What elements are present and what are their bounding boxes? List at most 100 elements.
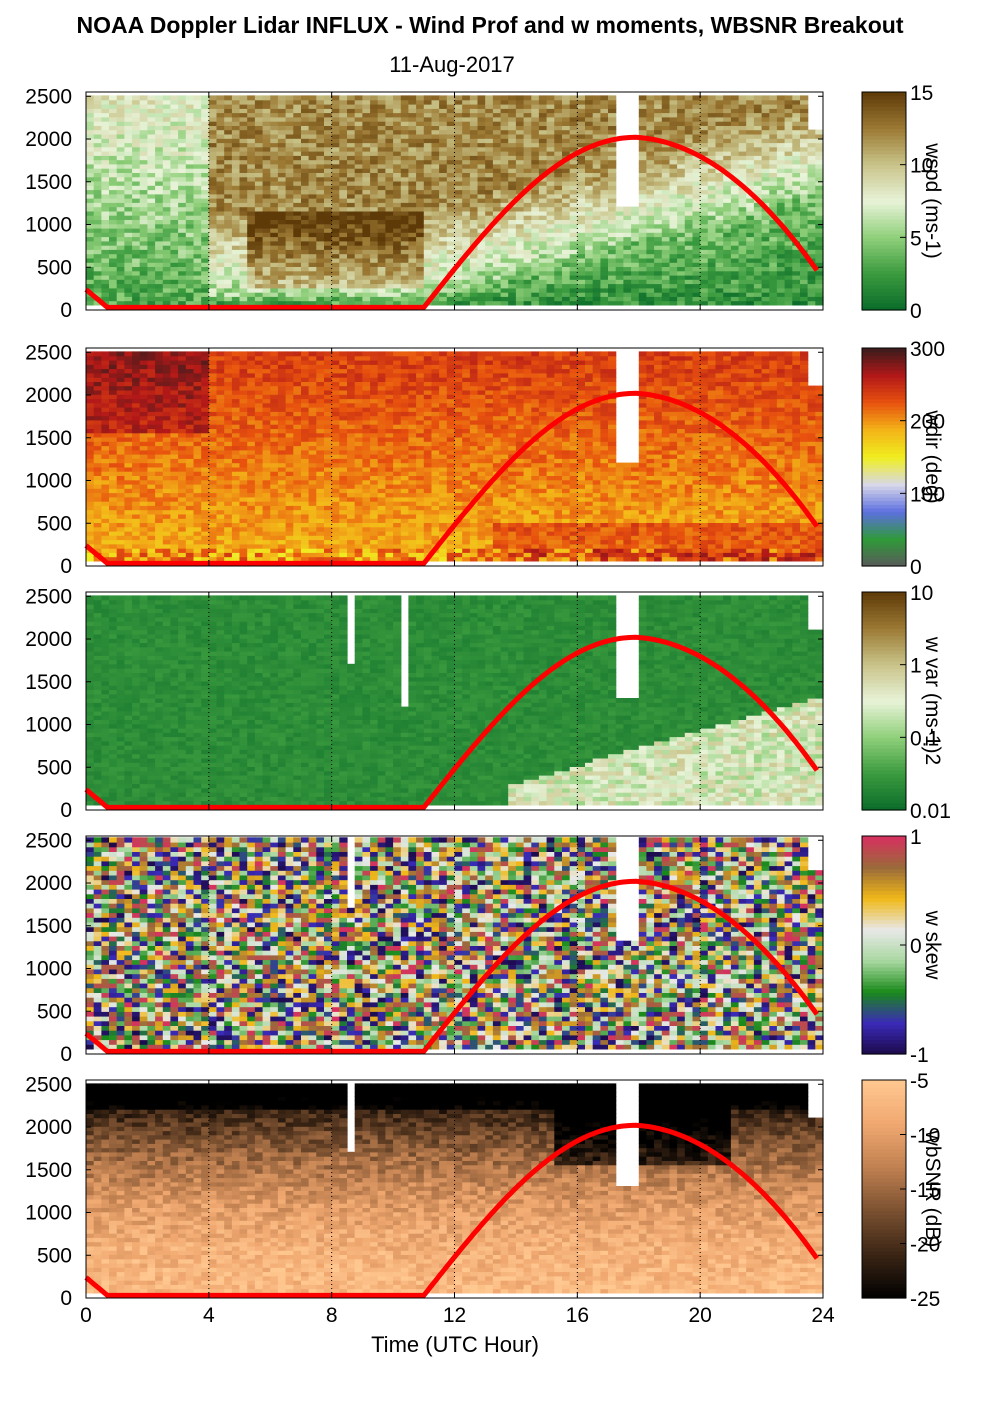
heatmap-cell — [693, 211, 701, 216]
heatmap-cell — [562, 177, 570, 182]
colorbar-segment — [862, 190, 906, 194]
heatmap-cell — [670, 249, 678, 254]
heatmap-cell — [424, 130, 432, 135]
heatmap-cell — [163, 164, 171, 169]
heatmap-cell — [455, 296, 463, 301]
heatmap-cell — [708, 254, 716, 259]
heatmap-cell — [393, 138, 401, 143]
heatmap-cell — [516, 245, 524, 250]
heatmap-cell — [539, 117, 547, 122]
heatmap-cell — [339, 104, 347, 109]
heatmap-cell — [785, 181, 793, 186]
heatmap-cell — [478, 160, 486, 165]
heatmap-cell — [109, 463, 117, 468]
heatmap-cell — [792, 262, 800, 267]
heatmap-cell — [424, 207, 432, 212]
heatmap-cell — [685, 219, 693, 224]
heatmap-cell — [217, 142, 225, 147]
heatmap-cell — [170, 215, 178, 220]
heatmap-cell — [270, 104, 278, 109]
heatmap-cell — [355, 142, 363, 147]
heatmap-cell — [101, 185, 109, 190]
heatmap-cell — [178, 100, 186, 105]
heatmap-cell — [147, 190, 155, 195]
heatmap-cell — [462, 202, 470, 207]
heatmap-cell — [101, 134, 109, 139]
heatmap-cell — [639, 207, 647, 212]
heatmap-cell — [247, 275, 255, 280]
heatmap-cell — [270, 190, 278, 195]
heatmap-cell — [355, 117, 363, 122]
heatmap-cell — [516, 151, 524, 156]
heatmap-cell — [739, 113, 747, 118]
heatmap-cell — [247, 121, 255, 126]
heatmap-cell — [754, 292, 762, 297]
heatmap-cell — [731, 190, 739, 195]
heatmap-cell — [163, 271, 171, 276]
heatmap-cell — [101, 407, 109, 412]
heatmap-cell — [670, 207, 678, 212]
heatmap-cell — [408, 130, 416, 135]
heatmap-cell — [186, 241, 194, 246]
heatmap-cell — [800, 288, 808, 293]
heatmap-cell — [516, 95, 524, 100]
heatmap-cell — [462, 181, 470, 186]
heatmap-cell — [163, 301, 171, 306]
heatmap-cell — [654, 130, 662, 135]
heatmap-cell — [94, 510, 102, 515]
heatmap-cell — [378, 104, 386, 109]
heatmap-cell — [86, 428, 94, 433]
heatmap-cell — [324, 279, 332, 284]
heatmap-cell — [708, 232, 716, 237]
heatmap-cell — [762, 237, 770, 242]
heatmap-cell — [570, 301, 578, 306]
heatmap-cell — [408, 125, 416, 130]
heatmap-cell — [408, 104, 416, 109]
heatmap-cell — [769, 104, 777, 109]
heatmap-cell — [393, 215, 401, 220]
heatmap-cell — [370, 142, 378, 147]
heatmap-cell — [109, 441, 117, 446]
heatmap-cell — [493, 279, 501, 284]
heatmap-cell — [385, 245, 393, 250]
heatmap-cell — [769, 237, 777, 242]
heatmap-cell — [155, 185, 163, 190]
heatmap-cell — [746, 104, 754, 109]
heatmap-cell — [562, 219, 570, 224]
heatmap-cell — [470, 164, 478, 169]
heatmap-cell — [524, 138, 532, 143]
heatmap-cell — [101, 258, 109, 263]
heatmap-cell — [232, 258, 240, 263]
heatmap-cell — [224, 177, 232, 182]
heatmap-cell — [547, 228, 555, 233]
heatmap-cell — [309, 232, 317, 237]
heatmap-cell — [600, 219, 608, 224]
heatmap-cell — [301, 207, 309, 212]
heatmap-cell — [339, 95, 347, 100]
heatmap-cell — [232, 215, 240, 220]
heatmap-cell — [94, 527, 102, 532]
heatmap-cell — [332, 117, 340, 122]
heatmap-cell — [209, 177, 217, 182]
heatmap-cell — [585, 292, 593, 297]
heatmap-cell — [439, 232, 447, 237]
heatmap-cell — [155, 266, 163, 271]
heatmap-cell — [255, 241, 263, 246]
heatmap-cell — [94, 130, 102, 135]
heatmap-cell — [178, 211, 186, 216]
heatmap-cell — [700, 138, 708, 143]
heatmap-cell — [347, 104, 355, 109]
heatmap-cell — [470, 258, 478, 263]
heatmap-cell — [708, 284, 716, 289]
heatmap-cell — [800, 142, 808, 147]
heatmap-cell — [646, 258, 654, 263]
heatmap-cell — [339, 284, 347, 289]
heatmap-cell — [501, 279, 509, 284]
heatmap-cell — [101, 501, 109, 506]
heatmap-cell — [577, 172, 585, 177]
heatmap-cell — [293, 190, 301, 195]
heatmap-cell — [677, 202, 685, 207]
heatmap-cell — [746, 125, 754, 130]
heatmap-cell — [109, 471, 117, 476]
heatmap-cell — [800, 151, 808, 156]
